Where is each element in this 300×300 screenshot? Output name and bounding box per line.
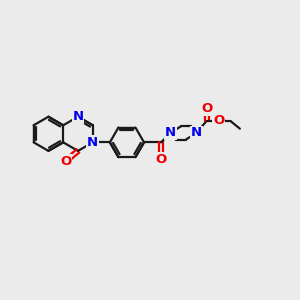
Text: N: N (87, 136, 98, 149)
Text: O: O (213, 115, 224, 128)
Text: N: N (191, 127, 202, 140)
Text: N: N (72, 110, 84, 123)
Text: O: O (60, 155, 71, 168)
Text: N: N (165, 127, 176, 140)
Text: O: O (201, 102, 212, 115)
Text: O: O (155, 153, 167, 166)
